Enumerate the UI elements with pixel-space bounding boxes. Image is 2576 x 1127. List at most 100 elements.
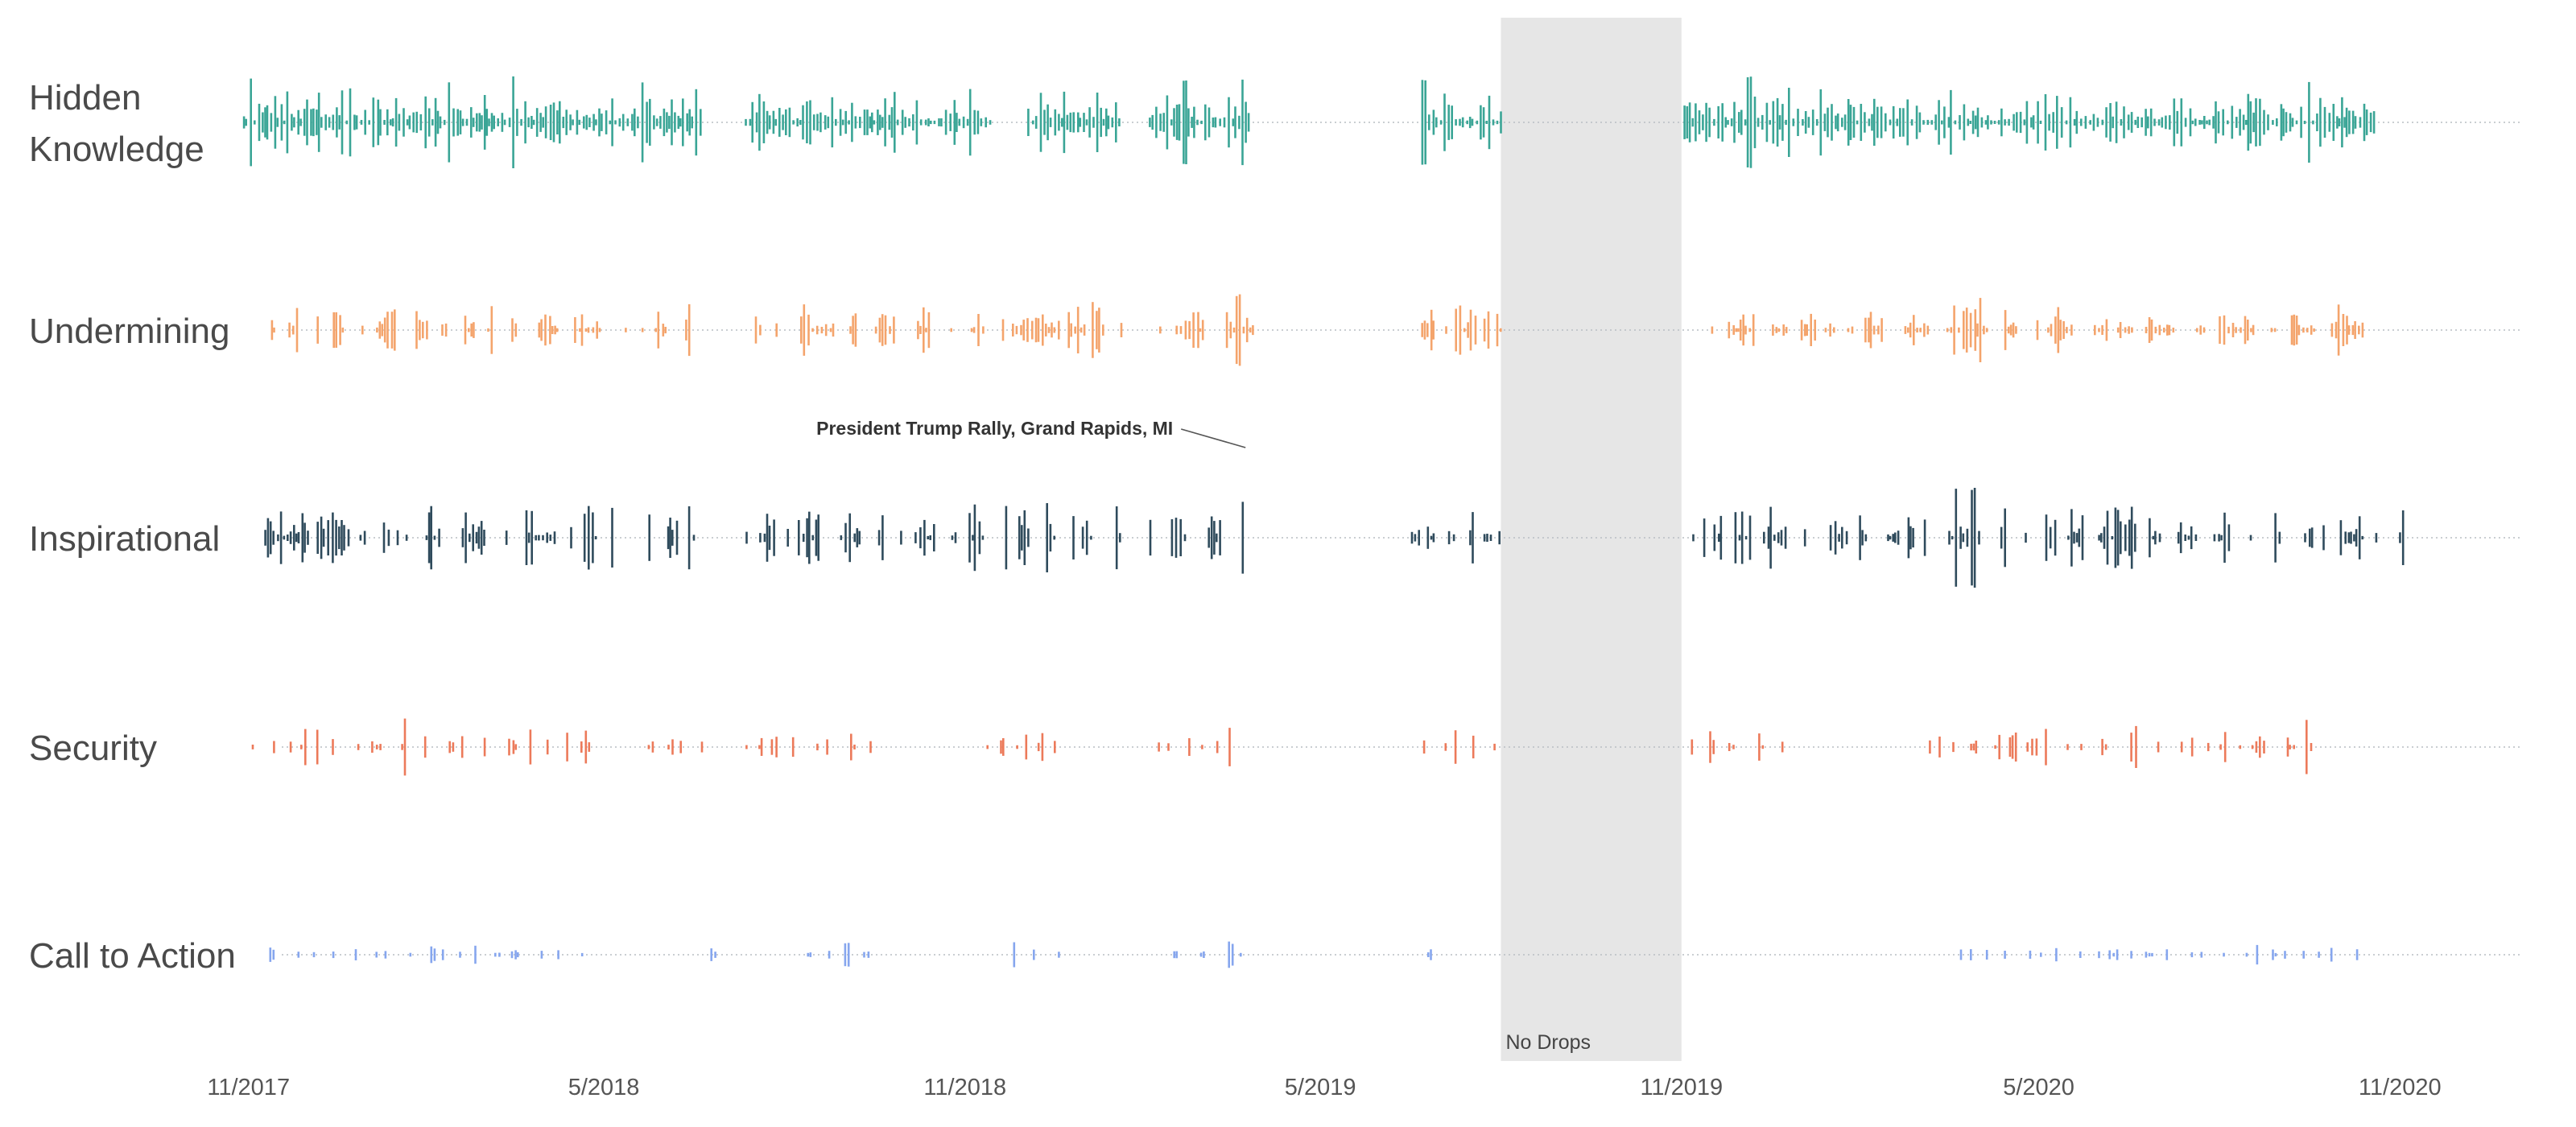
drop-mark <box>483 737 486 757</box>
drop-mark <box>766 110 769 134</box>
drop-mark <box>441 949 444 960</box>
drop-mark <box>2128 519 2131 556</box>
drop-mark <box>347 529 350 547</box>
drop-mark <box>1814 320 1816 341</box>
drop-mark <box>798 520 800 555</box>
drop-mark <box>1864 534 1868 542</box>
drop-mark <box>2134 523 2136 552</box>
drop-mark <box>667 745 670 749</box>
drop-mark <box>791 737 795 758</box>
drop-mark <box>2341 97 2343 148</box>
drop-mark <box>2313 328 2315 332</box>
drop-mark <box>1695 103 1697 142</box>
drop-mark <box>933 120 936 125</box>
drop-mark <box>2231 323 2235 337</box>
drop-mark <box>2251 745 2254 749</box>
drop-mark <box>1876 106 1879 138</box>
drop-mark <box>649 98 651 146</box>
drop-mark <box>2223 315 2226 345</box>
drop-mark <box>2079 951 2082 958</box>
drop-mark <box>2247 93 2250 151</box>
drop-mark <box>2169 115 2171 130</box>
drop-mark <box>1219 520 1221 555</box>
drop-mark <box>1196 119 1199 126</box>
drop-mark <box>1241 502 1245 574</box>
drop-mark <box>1158 742 1160 752</box>
drop-mark <box>863 109 866 135</box>
drop-mark <box>1781 104 1784 141</box>
series-label: Undermining <box>29 312 229 351</box>
drop-mark <box>824 324 828 336</box>
drop-mark <box>2306 328 2309 332</box>
drop-mark <box>2049 526 2052 549</box>
drop-mark <box>360 120 363 125</box>
drop-mark <box>1500 328 1502 332</box>
drop-mark <box>869 116 872 129</box>
drop-mark <box>671 530 674 546</box>
drop-mark <box>433 535 436 540</box>
drop-mark <box>1120 323 1123 337</box>
drop-mark <box>1896 118 1899 126</box>
drop-mark <box>968 89 972 156</box>
no-drops-region <box>1501 18 1682 1061</box>
drop-mark <box>848 120 850 125</box>
drop-mark <box>973 109 976 135</box>
drop-mark <box>2148 952 2151 957</box>
drop-mark <box>2075 110 2079 134</box>
drop-mark <box>1712 740 1715 754</box>
drop-mark <box>878 317 881 343</box>
drop-mark <box>301 513 304 563</box>
drop-mark <box>2184 535 2186 541</box>
drop-mark <box>768 526 771 551</box>
drop-mark <box>1990 120 1992 125</box>
drop-mark <box>2291 118 2294 127</box>
drop-mark <box>372 97 375 147</box>
drop-mark <box>2219 316 2221 345</box>
drop-mark <box>2084 116 2087 129</box>
drop-mark <box>641 82 644 163</box>
drop-mark <box>1200 120 1203 125</box>
drop-mark <box>594 536 597 539</box>
series-label: Hidden Knowledge <box>29 78 204 169</box>
drop-mark <box>250 78 252 167</box>
drop-mark <box>1776 97 1779 147</box>
drop-mark <box>1833 327 1835 333</box>
drop-mark <box>2173 98 2176 147</box>
drop-mark <box>1170 519 1174 556</box>
drop-mark <box>1761 114 1764 130</box>
drop-mark <box>2223 952 2225 957</box>
drop-mark <box>1208 527 1210 548</box>
drop-mark <box>2194 534 2198 541</box>
drop-mark <box>792 120 795 125</box>
drop-mark <box>2145 952 2148 958</box>
drop-mark <box>2203 116 2206 130</box>
drop-mark <box>853 745 856 749</box>
drop-mark <box>269 521 272 555</box>
drop-mark <box>304 729 307 766</box>
drop-mark <box>1184 320 1187 340</box>
drop-mark <box>1414 534 1417 542</box>
drop-mark <box>383 317 386 343</box>
drop-mark <box>264 107 266 138</box>
drop-mark <box>1482 107 1485 138</box>
drop-mark <box>1240 952 1242 957</box>
drop-mark <box>695 89 698 156</box>
drop-mark <box>2009 324 2013 336</box>
drop-mark <box>923 307 925 353</box>
drop-mark <box>669 518 671 558</box>
drop-mark <box>559 101 561 144</box>
drop-mark <box>280 104 283 141</box>
drop-mark <box>2150 319 2153 341</box>
drop-mark <box>1085 520 1088 555</box>
drop-mark <box>1831 104 1833 141</box>
drop-mark <box>853 533 856 543</box>
drop-mark <box>1772 101 1775 144</box>
drop-mark <box>423 736 427 758</box>
drop-mark <box>292 325 295 335</box>
drop-mark <box>651 741 654 753</box>
drop-mark <box>1841 526 1843 549</box>
drop-mark <box>517 952 519 958</box>
drop-mark <box>2289 113 2292 132</box>
drop-mark <box>863 952 865 958</box>
drop-mark <box>394 97 398 147</box>
